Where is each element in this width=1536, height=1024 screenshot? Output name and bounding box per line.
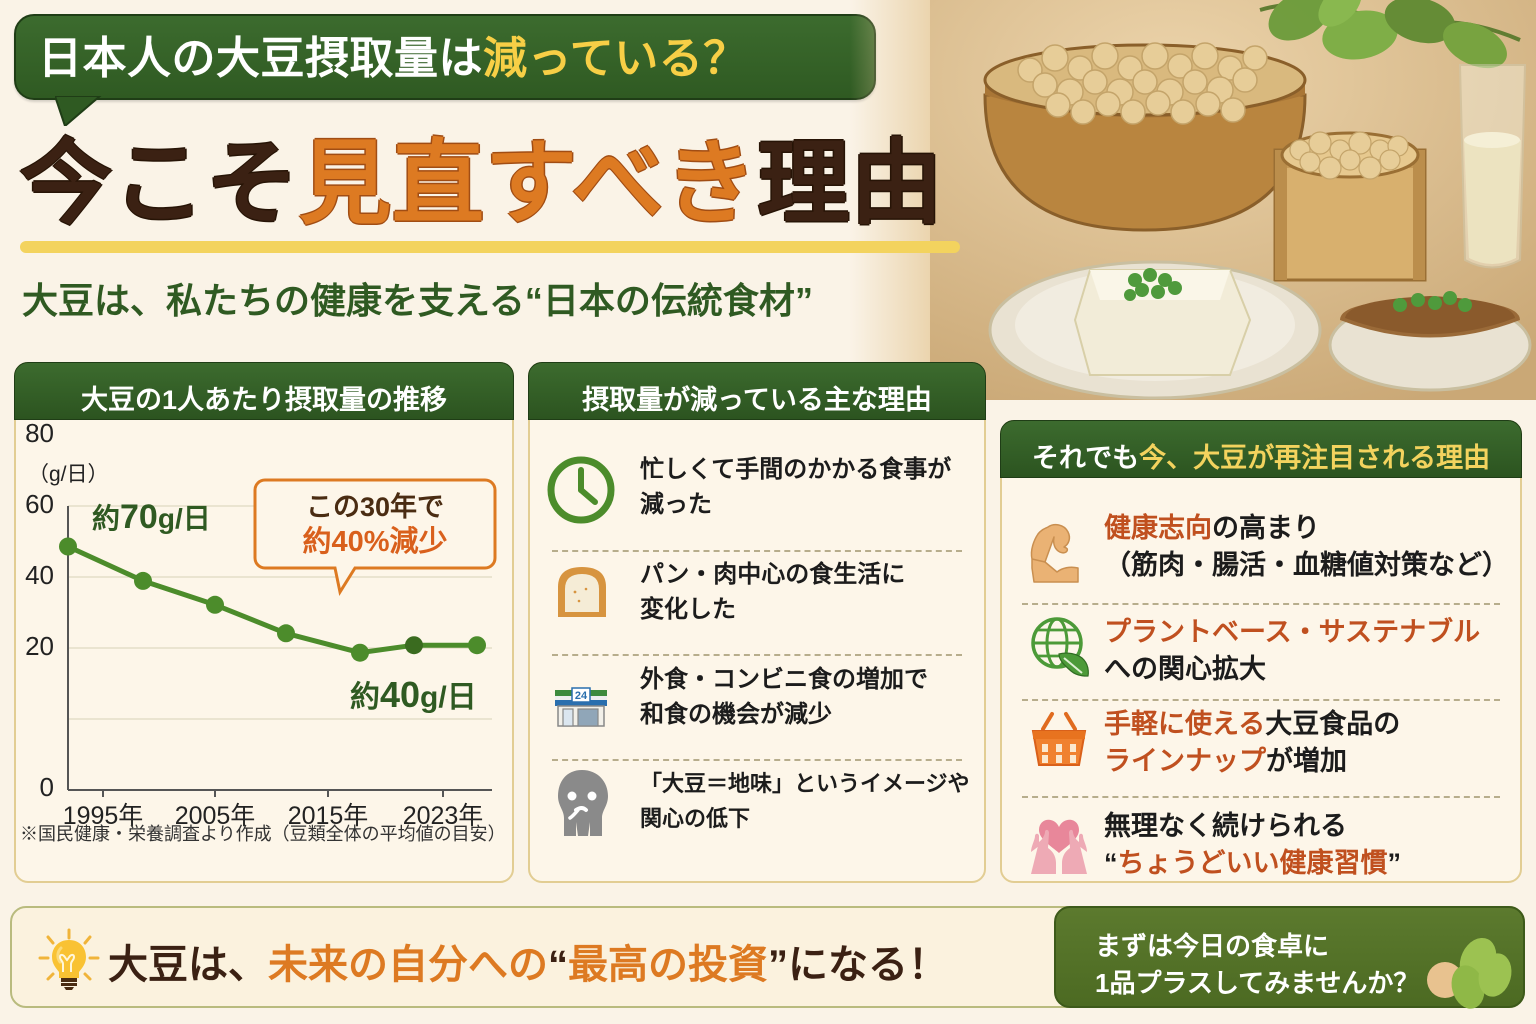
svg-text:0: 0 xyxy=(40,772,54,802)
svg-text:80: 80 xyxy=(25,418,54,448)
svg-text:20: 20 xyxy=(25,631,54,661)
svg-text:60: 60 xyxy=(25,489,54,519)
svg-text:24: 24 xyxy=(575,690,588,702)
svg-text:40: 40 xyxy=(25,560,54,590)
